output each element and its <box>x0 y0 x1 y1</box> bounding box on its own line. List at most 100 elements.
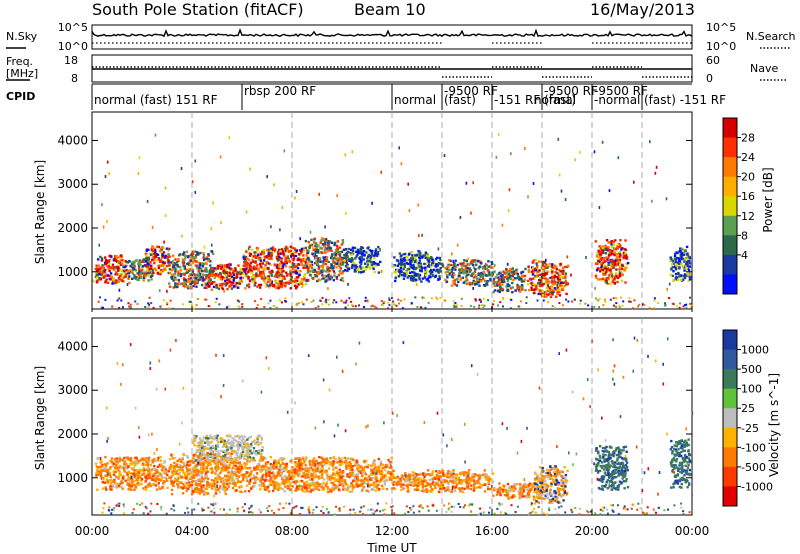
data-cell <box>224 469 227 472</box>
data-cell <box>409 251 413 254</box>
data-cell <box>206 257 209 260</box>
data-cell <box>181 487 184 490</box>
data-cell <box>132 467 136 470</box>
data-cell <box>291 262 295 265</box>
data-cell <box>482 297 485 300</box>
data-cell <box>206 483 210 486</box>
data-cell <box>239 276 242 280</box>
data-cell <box>343 461 347 464</box>
data-cell <box>216 477 219 480</box>
data-cell <box>651 199 653 203</box>
data-cell <box>160 304 163 307</box>
data-cell <box>327 303 330 306</box>
data-cell <box>332 266 335 270</box>
data-cell <box>97 270 100 273</box>
data-cell <box>604 300 607 303</box>
data-cell <box>295 250 298 254</box>
data-cell <box>206 492 209 495</box>
data-cell <box>104 268 107 272</box>
data-cell <box>530 286 533 289</box>
data-cell <box>205 262 208 266</box>
data-cell <box>330 249 333 252</box>
data-cell <box>501 280 504 284</box>
data-cell <box>508 284 511 287</box>
data-cell <box>653 306 656 309</box>
data-cell <box>192 461 195 464</box>
data-cell <box>272 467 275 470</box>
data-cell <box>204 441 207 444</box>
data-cell <box>546 284 550 287</box>
data-cell <box>108 258 111 262</box>
data-cell <box>332 260 335 263</box>
data-cell <box>115 259 118 262</box>
data-cell <box>129 264 132 268</box>
data-cell <box>278 285 281 288</box>
station-title: South Pole Station (fitACF) <box>92 0 304 19</box>
data-cell <box>259 283 263 287</box>
data-cell <box>429 257 432 260</box>
data-cell <box>549 290 552 294</box>
data-cell <box>205 298 208 301</box>
data-cell <box>113 478 116 482</box>
data-cell <box>122 466 125 469</box>
data-cell <box>215 444 218 448</box>
data-cell <box>95 276 99 279</box>
data-cell <box>291 280 295 283</box>
data-cell <box>675 251 678 254</box>
data-cell <box>618 304 621 307</box>
data-cell <box>611 259 614 262</box>
data-cell <box>206 440 209 444</box>
data-cell <box>492 271 495 274</box>
data-cell <box>309 475 312 479</box>
data-cell <box>140 479 143 482</box>
data-cell <box>126 478 130 481</box>
data-cell <box>106 480 109 484</box>
data-cell <box>269 299 272 302</box>
data-cell <box>224 474 227 477</box>
data-cell <box>207 253 210 256</box>
data-cell <box>552 266 555 269</box>
data-cell <box>203 469 206 472</box>
data-cell <box>201 276 204 279</box>
data-cell <box>313 242 316 245</box>
data-cell <box>610 245 614 249</box>
data-cell <box>186 460 189 464</box>
data-cell <box>112 480 115 483</box>
data-cell <box>213 482 216 485</box>
data-cell <box>551 293 554 296</box>
data-cell <box>609 275 613 279</box>
data-cell <box>144 480 147 483</box>
data-cell <box>467 257 470 261</box>
data-cell <box>371 473 374 476</box>
data-cell <box>176 459 180 463</box>
data-cell <box>205 456 208 459</box>
data-cell <box>502 270 505 273</box>
data-cell <box>510 270 514 274</box>
data-cell <box>176 274 180 277</box>
data-cell <box>143 272 146 275</box>
data-cell <box>613 281 616 285</box>
data-cell <box>423 270 426 274</box>
data-cell <box>622 254 625 257</box>
data-cell <box>546 277 549 281</box>
data-cell <box>601 249 604 253</box>
data-cell <box>203 477 206 481</box>
data-cell <box>240 473 244 477</box>
data-cell <box>127 470 130 473</box>
data-cell <box>361 246 364 250</box>
data-cell <box>688 265 692 268</box>
data-cell <box>137 474 140 477</box>
data-cell <box>513 272 516 276</box>
data-cell <box>251 278 254 281</box>
data-cell <box>210 471 214 474</box>
data-cell <box>473 281 476 284</box>
data-cell <box>472 263 475 267</box>
data-cell <box>120 269 123 273</box>
data-cell <box>98 243 100 247</box>
data-cell <box>678 267 681 270</box>
data-cell <box>412 273 415 277</box>
data-cell <box>126 465 130 469</box>
data-cell <box>492 303 495 306</box>
data-cell <box>312 245 314 249</box>
